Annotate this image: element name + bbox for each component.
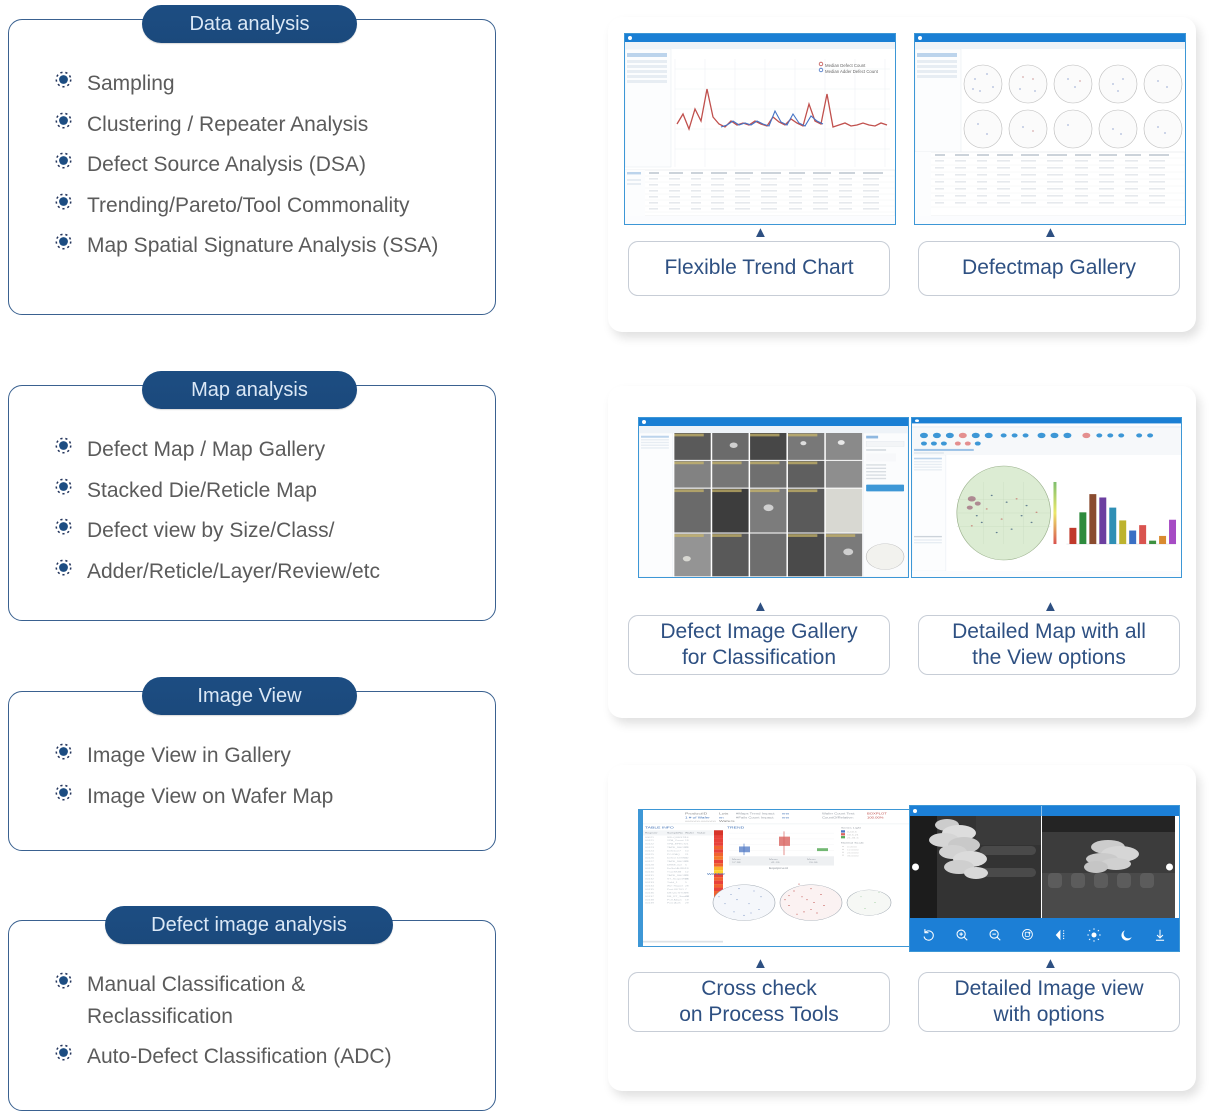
svg-text:Mean: Mean <box>807 858 816 861</box>
svg-text:00128: 00128 <box>645 863 655 866</box>
svg-text:00138: 00138 <box>645 898 655 901</box>
svg-text:00127: 00127 <box>645 860 655 863</box>
svg-text:VPA_EFECT: VPA_EFECT <box>667 843 686 846</box>
svg-text:00124: 00124 <box>645 850 655 853</box>
svg-text:CountOfRelative:: CountOfRelative: <box>822 817 854 820</box>
svg-text:Defetcor7: Defetcor7 <box>667 850 682 853</box>
svg-text:SID-QUEST0: SID-QUEST0 <box>667 836 687 839</box>
svg-text:17.98: 17.98 <box>732 861 741 864</box>
svg-text:TrueSKIM: TrueSKIM <box>667 870 681 873</box>
svg-text:41.26: 41.26 <box>771 861 780 864</box>
svg-text:nnn: nnn <box>782 817 789 820</box>
svg-text:00122: 00122 <box>645 843 655 846</box>
svg-text:W2: Report: W2: Report <box>667 884 683 887</box>
svg-text:VPA_Count: VPA_Count <box>667 839 684 842</box>
svg-text:20.36: 20.36 <box>809 861 818 864</box>
svg-text:ProductID: ProductID <box>685 812 707 816</box>
svg-text:SampleNo: SampleNo <box>667 832 683 835</box>
svg-text:00135: 00135 <box>645 888 655 891</box>
svg-text:12.0000: 12.0000 <box>847 848 859 851</box>
svg-text:Post KFT01: Post KFT01 <box>667 888 685 891</box>
svg-text:#Maps Trend Impact:: #Maps Trend Impact: <box>736 813 775 816</box>
svg-text:DB:QC:STOP: DB:QC:STOP <box>667 891 687 894</box>
svg-text:00125: 00125 <box>645 853 655 856</box>
svg-text:Yield_1: Yield_1 <box>667 881 678 884</box>
svg-text:00126: 00126 <box>645 856 655 859</box>
svg-text:36.0000: 36.0000 <box>847 854 859 857</box>
svg-text:WAFER: WAFER <box>707 872 725 876</box>
svg-text:00131: 00131 <box>645 874 655 877</box>
svg-text:TABLE INFO: TABLE INFO <box>645 826 674 830</box>
svg-text:Normal Scale: Normal Scale <box>841 841 864 844</box>
svg-text:00136: 00136 <box>645 891 655 894</box>
svg-text:00137: 00137 <box>645 895 655 898</box>
svg-text:Equipment: Equipment <box>769 867 788 870</box>
svg-text:Median Adder Defect Count: Median Adder Defect Count <box>825 69 879 74</box>
svg-text:00130: 00130 <box>645 870 655 873</box>
svg-text:Register: Register <box>645 832 658 835</box>
svg-text:Wafers: Wafers <box>719 819 735 823</box>
svg-text:DEBE_fail: DEBE_fail <box>667 863 682 866</box>
svg-text:PC:IPAQ: PC:IPAQ <box>667 853 680 856</box>
svg-text:1 # of Wafer: 1 # of Wafer <box>685 817 711 820</box>
svg-text:21-31.5: 21-31.5 <box>847 836 859 839</box>
svg-text:Mean: Mean <box>732 858 741 861</box>
svg-text:Wafer: Wafer <box>685 832 694 835</box>
svg-text:00132: 00132 <box>645 877 655 880</box>
svg-text:00134: 00134 <box>645 884 655 887</box>
svg-text:Wafer Count Test:: Wafer Count Test: <box>822 813 855 816</box>
svg-text:Post Auth: Post Auth <box>667 902 681 905</box>
svg-text:24.0000: 24.0000 <box>847 851 859 854</box>
svg-text:Mean: Mean <box>769 858 778 861</box>
svg-text:00139: 00139 <box>645 902 655 905</box>
svg-text:00133: 00133 <box>645 881 655 884</box>
svg-text:nnn: nnn <box>782 813 789 816</box>
svg-text:Pst'l Aleyn: Pst'l Aleyn <box>667 898 682 901</box>
svg-text:100.00%: 100.00% <box>867 817 884 820</box>
svg-text:00129: 00129 <box>645 867 655 870</box>
svg-text:TREND: TREND <box>727 826 744 830</box>
svg-text:Value: Value <box>697 832 706 835</box>
svg-text:DeSol AURU: DeSol AURU <box>667 867 686 870</box>
svg-text:0.0000: 0.0000 <box>847 845 857 848</box>
svg-text:Median Defect Count: Median Defect Count <box>825 63 866 68</box>
svg-text:00123: 00123 <box>645 846 655 849</box>
svg-text:Series Light: Series Light <box>841 826 861 829</box>
svg-text:#Fails Count Impact:: #Fails Count Impact: <box>736 817 774 820</box>
svg-text:BOXPLOT: BOXPLOT <box>867 813 888 816</box>
svg-text:Lots: Lots <box>719 812 728 816</box>
svg-text:00121: 00121 <box>645 839 655 842</box>
svg-text:00/00/00-00/00/00: 00/00/00-00/00/00 <box>685 820 716 823</box>
svg-text:00021: 00021 <box>645 836 655 839</box>
